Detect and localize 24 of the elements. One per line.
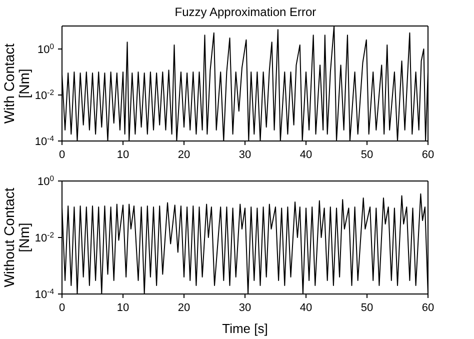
x-tick-label: 0 <box>58 302 66 314</box>
x-tick-label: 10 <box>116 149 130 161</box>
x-tick-label: 20 <box>178 302 190 314</box>
y-tick-label: 10$^{0}$ <box>37 174 54 188</box>
x-tick-label: 20 <box>178 149 190 161</box>
x-tick-label: 10 <box>116 302 130 314</box>
x-tick-label: 40 <box>300 302 312 314</box>
x-tick-label: 50 <box>360 149 374 161</box>
x-tick-label: 60 <box>422 302 434 314</box>
x-tick-label: 50 <box>360 302 374 314</box>
x-axis-title: Time [s] <box>222 321 268 336</box>
y-tick-label: 10$^{0}$ <box>37 42 54 56</box>
y-tick-label: 10$^{-4}$ <box>34 134 55 148</box>
x-tick-label: 30 <box>238 302 252 314</box>
chart-title: Fuzzy Approximation Error <box>174 5 318 19</box>
y-axis-title: With Contact [Nm] <box>1 43 32 124</box>
x-tick-label: 60 <box>422 149 434 161</box>
y-tick-label: 10$^{-2}$ <box>34 230 54 244</box>
x-tick-label: 40 <box>300 149 312 161</box>
y-tick-label: 10$^{-4}$ <box>34 286 55 301</box>
x-tick-label: 0 <box>58 149 66 161</box>
x-tick-label: 30 <box>238 149 252 161</box>
y-axis-title: Without Contact [Nm] <box>1 188 32 288</box>
y-tick-label: 10$^{-2}$ <box>34 88 54 102</box>
